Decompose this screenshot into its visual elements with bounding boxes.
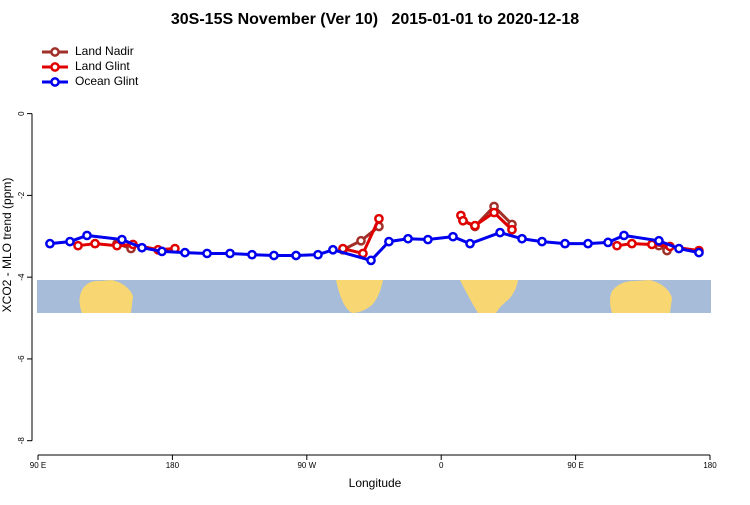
map-strip: [37, 280, 711, 313]
point: [180, 247, 190, 258]
y-tick-label: -4: [17, 273, 26, 281]
point: [458, 215, 468, 226]
y-axis-label: XCO2 - MLO trend (ppm): [0, 178, 14, 313]
point: [137, 242, 147, 253]
point: [374, 213, 384, 224]
x-tick-label: 90 E: [30, 461, 46, 470]
y-tick-label: 0: [17, 111, 26, 116]
y-tick-label: -6: [17, 355, 26, 363]
point: [495, 227, 505, 238]
point: [247, 249, 257, 260]
point: [489, 207, 499, 218]
point: [583, 238, 593, 249]
legend-label: Land Nadir: [75, 44, 134, 58]
point: [560, 238, 570, 249]
point: [517, 233, 527, 244]
point: [291, 250, 301, 261]
point: [403, 233, 413, 244]
point: [603, 237, 613, 248]
point: [619, 230, 629, 241]
point: [537, 236, 547, 247]
point: [470, 220, 480, 231]
point: [269, 250, 279, 261]
point: [423, 234, 433, 245]
point: [356, 235, 366, 246]
x-tick-label: 180: [703, 461, 717, 470]
point: [366, 255, 376, 266]
point: [65, 236, 75, 247]
point: [612, 240, 622, 251]
point: [654, 235, 664, 246]
point: [157, 246, 167, 257]
x-tick-label: 90 W: [297, 461, 316, 470]
point: [225, 248, 235, 259]
point: [674, 243, 684, 254]
point: [73, 240, 83, 251]
point: [117, 234, 127, 245]
x-tick-label: 0: [439, 461, 444, 470]
legend-marker: [50, 62, 60, 72]
chart-title: 30S-15S November (Ver 10) 2015-01-01 to …: [171, 11, 579, 28]
point: [694, 247, 704, 258]
point: [82, 230, 92, 241]
x-axis-label: Longitude: [349, 476, 402, 490]
point: [465, 238, 475, 249]
point: [90, 238, 100, 249]
point: [627, 238, 637, 249]
point: [45, 238, 55, 249]
y-tick-label: -8: [17, 437, 26, 445]
legend-marker: [50, 77, 60, 87]
legend-label: Ocean Glint: [75, 74, 139, 88]
y-tick-label: -2: [17, 191, 26, 199]
point: [313, 249, 323, 260]
legend-marker: [50, 47, 60, 57]
x-tick-label: 90 E: [567, 461, 583, 470]
point: [112, 240, 122, 251]
point: [448, 231, 458, 242]
x-tick-label: 180: [166, 461, 180, 470]
legend-label: Land Glint: [75, 59, 130, 73]
point: [328, 244, 338, 255]
point: [202, 248, 212, 259]
point: [384, 236, 394, 247]
point: [507, 224, 517, 235]
